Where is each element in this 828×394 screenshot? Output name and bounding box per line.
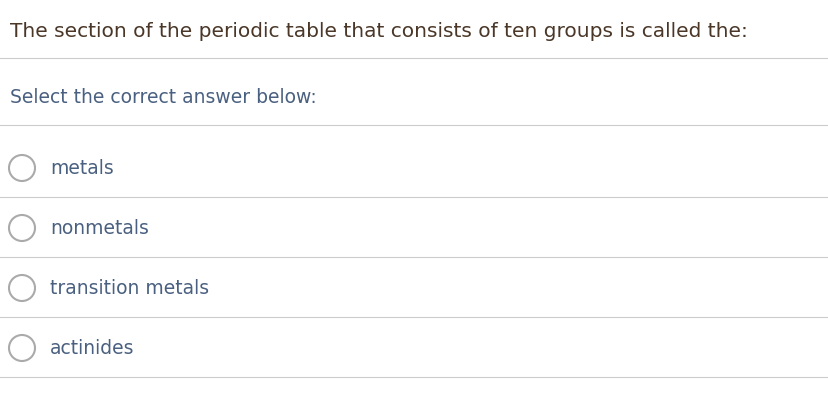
- Text: The section of the periodic table that consists of ten groups is called the:: The section of the periodic table that c…: [10, 22, 747, 41]
- Text: transition metals: transition metals: [50, 279, 209, 297]
- Text: nonmetals: nonmetals: [50, 219, 149, 238]
- Text: Select the correct answer below:: Select the correct answer below:: [10, 88, 316, 107]
- Text: metals: metals: [50, 158, 113, 178]
- Text: actinides: actinides: [50, 338, 134, 357]
